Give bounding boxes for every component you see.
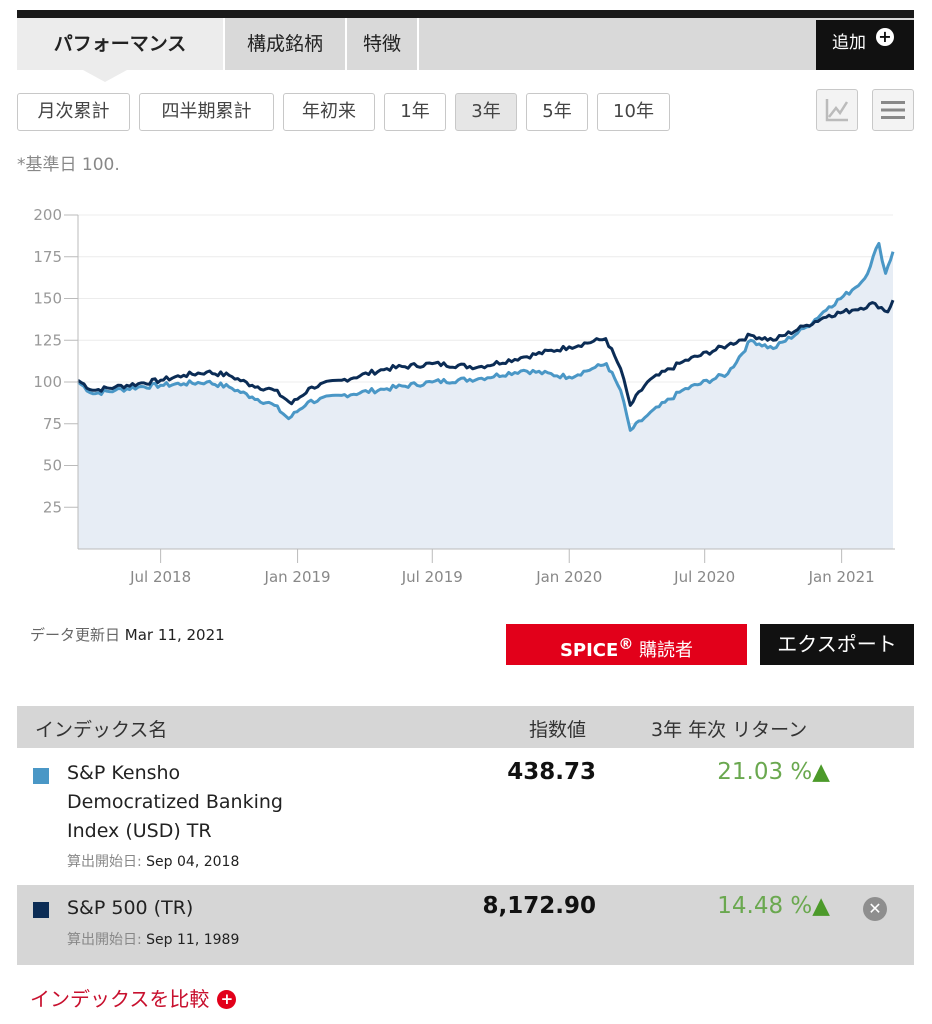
series-line-sp500 (77, 299, 895, 407)
x-tick-label: Jul 2018 (129, 568, 191, 586)
index-name-line: Index (USD) TR (67, 820, 212, 842)
y-tick-label: 125 (33, 331, 62, 349)
period-3y-button[interactable]: 3年 (455, 93, 517, 131)
y-tick-label: 25 (43, 498, 62, 516)
active-tab-pointer (83, 70, 127, 82)
updated-label: データ更新日 (30, 626, 121, 644)
spice-suffix: 購読者 (633, 640, 694, 661)
annual-return-value: 14.48 % (717, 893, 813, 919)
tab-constituents[interactable]: 構成銘柄 (246, 33, 323, 55)
table-header: インデックス名 指数値 3年 年次 リターン (17, 706, 914, 748)
index-name-line: Democratized Banking (67, 791, 283, 813)
period-qtd-button[interactable]: 四半期累計 (139, 93, 274, 131)
x-tick-label: Jan 2021 (808, 568, 875, 586)
up-arrow-icon: ▲ (812, 759, 830, 785)
spice-subscriber-button[interactable]: SPICE® 購読者 (506, 624, 747, 665)
top-bar (17, 10, 914, 18)
performance-chart: 25 50 75 100 125 150 175 200 Jul 2018 Jan 2019 Jul… (33, 206, 895, 586)
y-tick-label: 75 (43, 415, 62, 433)
period-5y-button[interactable]: 5年 (526, 93, 588, 131)
tab-performance[interactable]: パフォーマンス (17, 18, 223, 70)
x-tick-label: Jul 2020 (673, 568, 735, 586)
compare-index-link[interactable]: インデックスを比較 + (30, 983, 237, 1012)
table-row: S&P Kensho Democratized Banking Index (U… (17, 748, 914, 885)
x-tick-label: Jan 2020 (535, 568, 602, 586)
plus-circle-icon: + (876, 28, 894, 46)
start-date: 算出開始日: Sep 11, 1989 (67, 929, 239, 949)
y-tick-label: 150 (33, 290, 62, 308)
data-updated: データ更新日 Mar 11, 2021 (30, 624, 225, 645)
line-chart-view-button[interactable] (816, 89, 858, 131)
period-ytd-button[interactable]: 年初来 (283, 93, 375, 131)
series-color-swatch (33, 902, 49, 918)
plus-circle-icon: + (217, 990, 237, 1009)
compare-index-label: インデックスを比較 (30, 987, 210, 1011)
series-line-kensho-banking (77, 241, 895, 432)
tab-divider (417, 18, 419, 70)
y-tick-label: 200 (33, 206, 62, 224)
period-10y-button[interactable]: 10年 (597, 93, 670, 131)
start-date-label: 算出開始日: (67, 854, 142, 870)
period-1y-button[interactable]: 1年 (384, 93, 446, 131)
index-name-line: S&P Kensho (67, 762, 181, 784)
index-name: S&P Kensho Democratized Banking Index (U… (67, 759, 283, 846)
col-index-value: 指数値 (529, 719, 587, 741)
x-tick-label: Jan 2019 (264, 568, 331, 586)
up-arrow-icon: ▲ (812, 893, 830, 919)
index-value: 8,172.90 (482, 893, 597, 919)
y-tick-label: 100 (33, 373, 62, 391)
add-button[interactable]: 追加 + (816, 20, 914, 70)
add-button-label: 追加 (832, 33, 866, 53)
menu-icon (881, 101, 905, 119)
x-tick-label: Jul 2019 (401, 568, 463, 586)
tab-divider (345, 18, 347, 70)
tab-characteristics[interactable]: 特徴 (362, 33, 401, 55)
base-note: *基準日 100. (17, 155, 120, 175)
line-chart-icon (825, 99, 849, 122)
y-tick-label: 175 (33, 248, 62, 266)
start-date: 算出開始日: Sep 04, 2018 (67, 851, 239, 871)
start-date-label: 算出開始日: (67, 932, 142, 948)
start-date-value: Sep 04, 2018 (146, 854, 240, 870)
table-row: S&P 500 (TR) 算出開始日: Sep 11, 1989 8,172.9… (17, 885, 914, 965)
spice-label: SPICE (559, 640, 619, 661)
series-color-swatch (33, 768, 49, 784)
col-return: 3年 年次 リターン (651, 719, 808, 741)
remove-index-button[interactable]: ✕ (863, 897, 887, 921)
annual-return: 21.03 %▲ (717, 759, 830, 785)
y-tick-label: 50 (43, 457, 62, 475)
tab-bar: パフォーマンス 構成銘柄 特徴 (17, 18, 914, 70)
start-date-value: Sep 11, 1989 (146, 932, 240, 948)
table-view-button[interactable] (872, 89, 914, 131)
export-button[interactable]: エクスポート (760, 624, 914, 665)
tab-divider (223, 18, 225, 70)
updated-date: Mar 11, 2021 (124, 626, 225, 644)
col-index-name: インデックス名 (35, 719, 168, 741)
series-area (78, 243, 893, 549)
period-mtd-button[interactable]: 月次累計 (17, 93, 130, 131)
index-name: S&P 500 (TR) (67, 897, 194, 919)
annual-return: 14.48 %▲ (717, 893, 830, 919)
spice-registered-mark: ® (618, 635, 634, 653)
annual-return-value: 21.03 % (717, 759, 813, 785)
index-value: 438.73 (507, 759, 596, 785)
